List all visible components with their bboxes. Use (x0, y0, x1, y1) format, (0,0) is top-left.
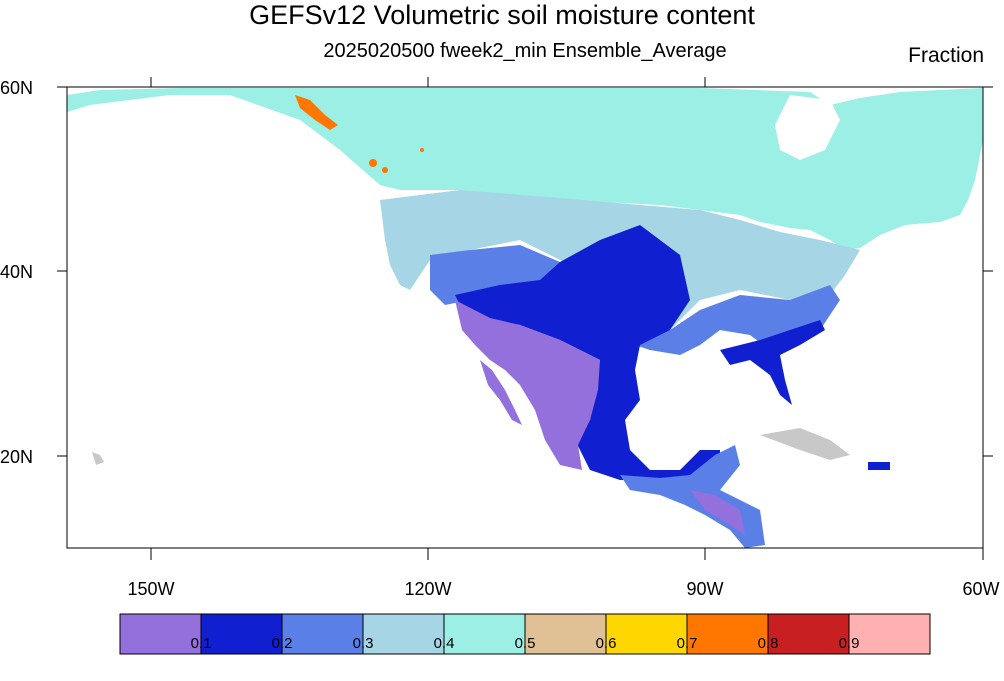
colorbar-label: 0.7 (676, 635, 698, 652)
lon-label-120w: 120W (404, 579, 452, 599)
colorbar-swatch (281, 613, 364, 655)
lon-label-150w: 150W (127, 579, 175, 599)
colorbar-label: 0.5 (514, 635, 536, 652)
hudson-bay (775, 95, 840, 160)
baja-purple (480, 360, 522, 425)
bc-hotspot (369, 159, 377, 167)
colorbar-label: 0.6 (595, 635, 617, 652)
colorbar-swatch (848, 613, 931, 655)
conus-medium-blue (430, 245, 840, 355)
lon-label-60w: 60W (962, 579, 1000, 599)
bc-hotspot (420, 148, 424, 152)
lat-label-60n: 60N (0, 78, 34, 98)
colorbar-label: 0.1 (190, 635, 212, 652)
colorbar-label: 0.3 (352, 635, 374, 652)
axis-ticks (57, 77, 993, 560)
lat-label-40n: 40N (0, 262, 34, 282)
lat-label-20n: 20N (0, 447, 34, 467)
colorbar-swatch (605, 613, 688, 655)
grey-islands (760, 428, 850, 460)
southeast-dark-blue (720, 320, 825, 405)
colorbar-swatch (686, 613, 769, 655)
colorbar-swatch (362, 613, 445, 655)
central-america-purple (690, 490, 745, 535)
mexico-purple (455, 300, 600, 470)
colorbar-swatch (443, 613, 526, 655)
map-subtitle: 2025020500 fweek2_min Ensemble_Average (323, 40, 727, 62)
map-frame (66, 86, 984, 549)
units-label: Fraction (908, 44, 984, 67)
colorbar-label: 0.8 (757, 635, 779, 652)
dark-blue-region (455, 225, 720, 490)
canada-region (67, 88, 983, 250)
bc-hotspot (382, 167, 388, 173)
colorbar-swatch (524, 613, 607, 655)
map-title: GEFSv12 Volumetric soil moisture content (249, 0, 755, 30)
colorbar-label: 0.2 (271, 635, 293, 652)
colorbar-swatch (767, 613, 850, 655)
colorbar-swatch (200, 613, 283, 655)
caribbean-blue (868, 462, 890, 470)
lon-label-90w: 90W (686, 579, 724, 599)
alaska-coast-orange (295, 95, 338, 130)
colorbar (119, 613, 931, 655)
hawaii (92, 452, 104, 465)
colorbar-label: 0.9 (838, 635, 860, 652)
colorbar-label: 0.4 (433, 635, 455, 652)
